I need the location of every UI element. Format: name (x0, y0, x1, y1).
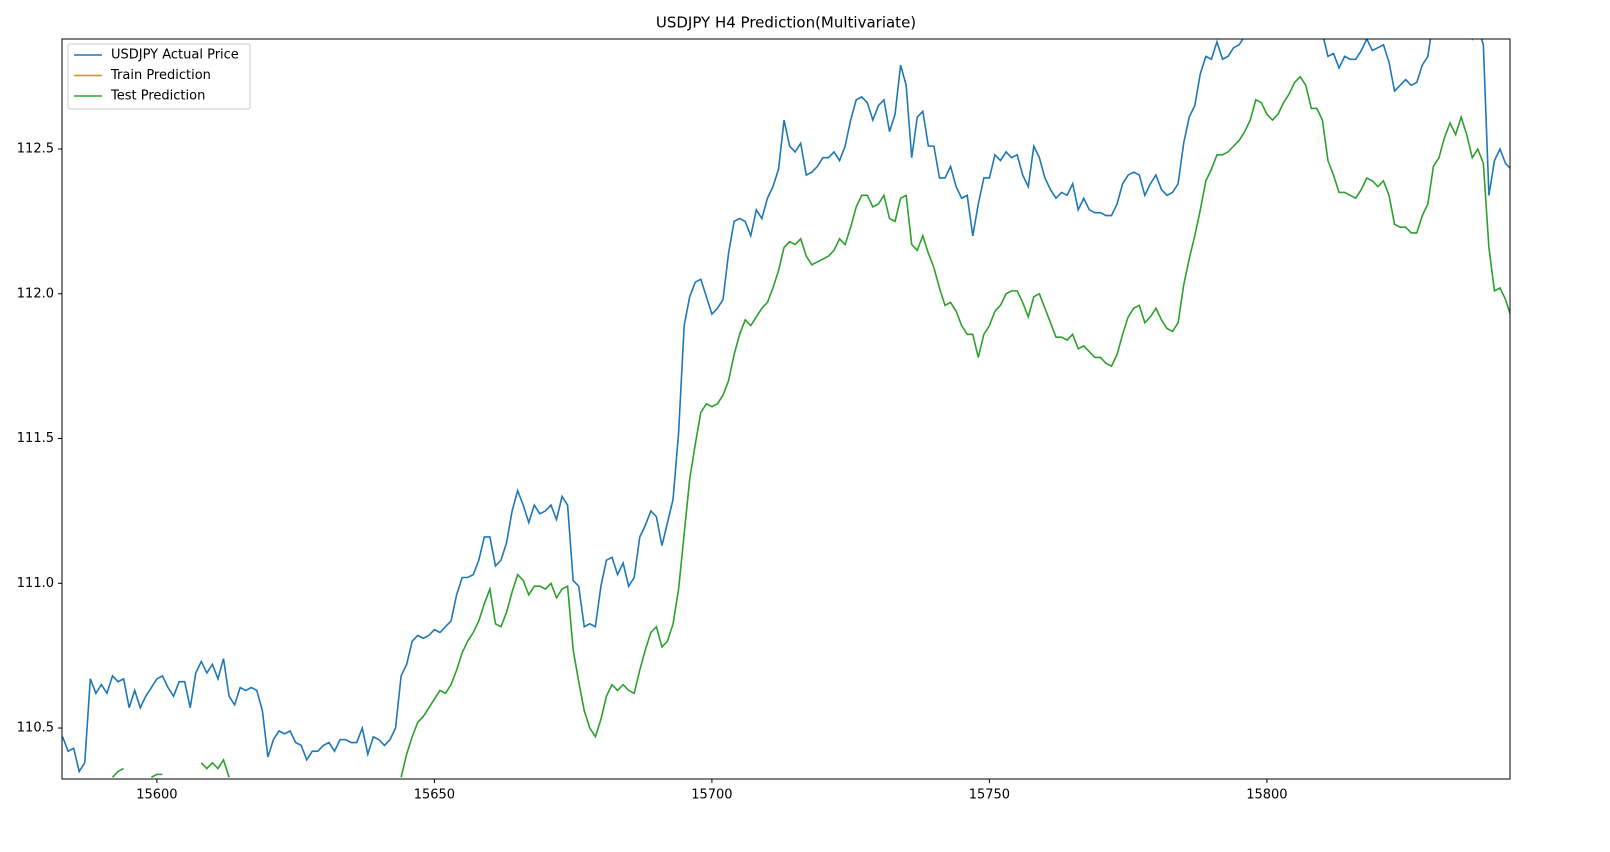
series-line (62, 39, 1510, 774)
x-tick-label: 15750 (969, 788, 1010, 803)
chart-title: USDJPY H4 Prediction(Multivariate) (656, 14, 916, 32)
legend-label: USDJPY Actual Price (111, 48, 239, 63)
x-tick-label: 15650 (414, 788, 455, 803)
y-tick-label: 111.0 (17, 576, 54, 591)
y-tick-label: 112.0 (17, 286, 54, 301)
legend-label: Train Prediction (110, 68, 211, 83)
plot-area (62, 39, 1510, 778)
x-tick-label: 15600 (136, 788, 177, 803)
legend-box (67, 43, 251, 110)
legend-label: Test Prediction (110, 89, 205, 104)
x-tick-label: 15800 (1246, 788, 1287, 803)
series-line (111, 75, 1510, 778)
y-tick-label: 112.5 (17, 142, 54, 157)
y-tick-label: 110.5 (17, 721, 54, 736)
y-tick-label: 111.5 (17, 431, 54, 446)
plot-frame (61, 38, 1511, 780)
x-tick-label: 15700 (691, 788, 732, 803)
